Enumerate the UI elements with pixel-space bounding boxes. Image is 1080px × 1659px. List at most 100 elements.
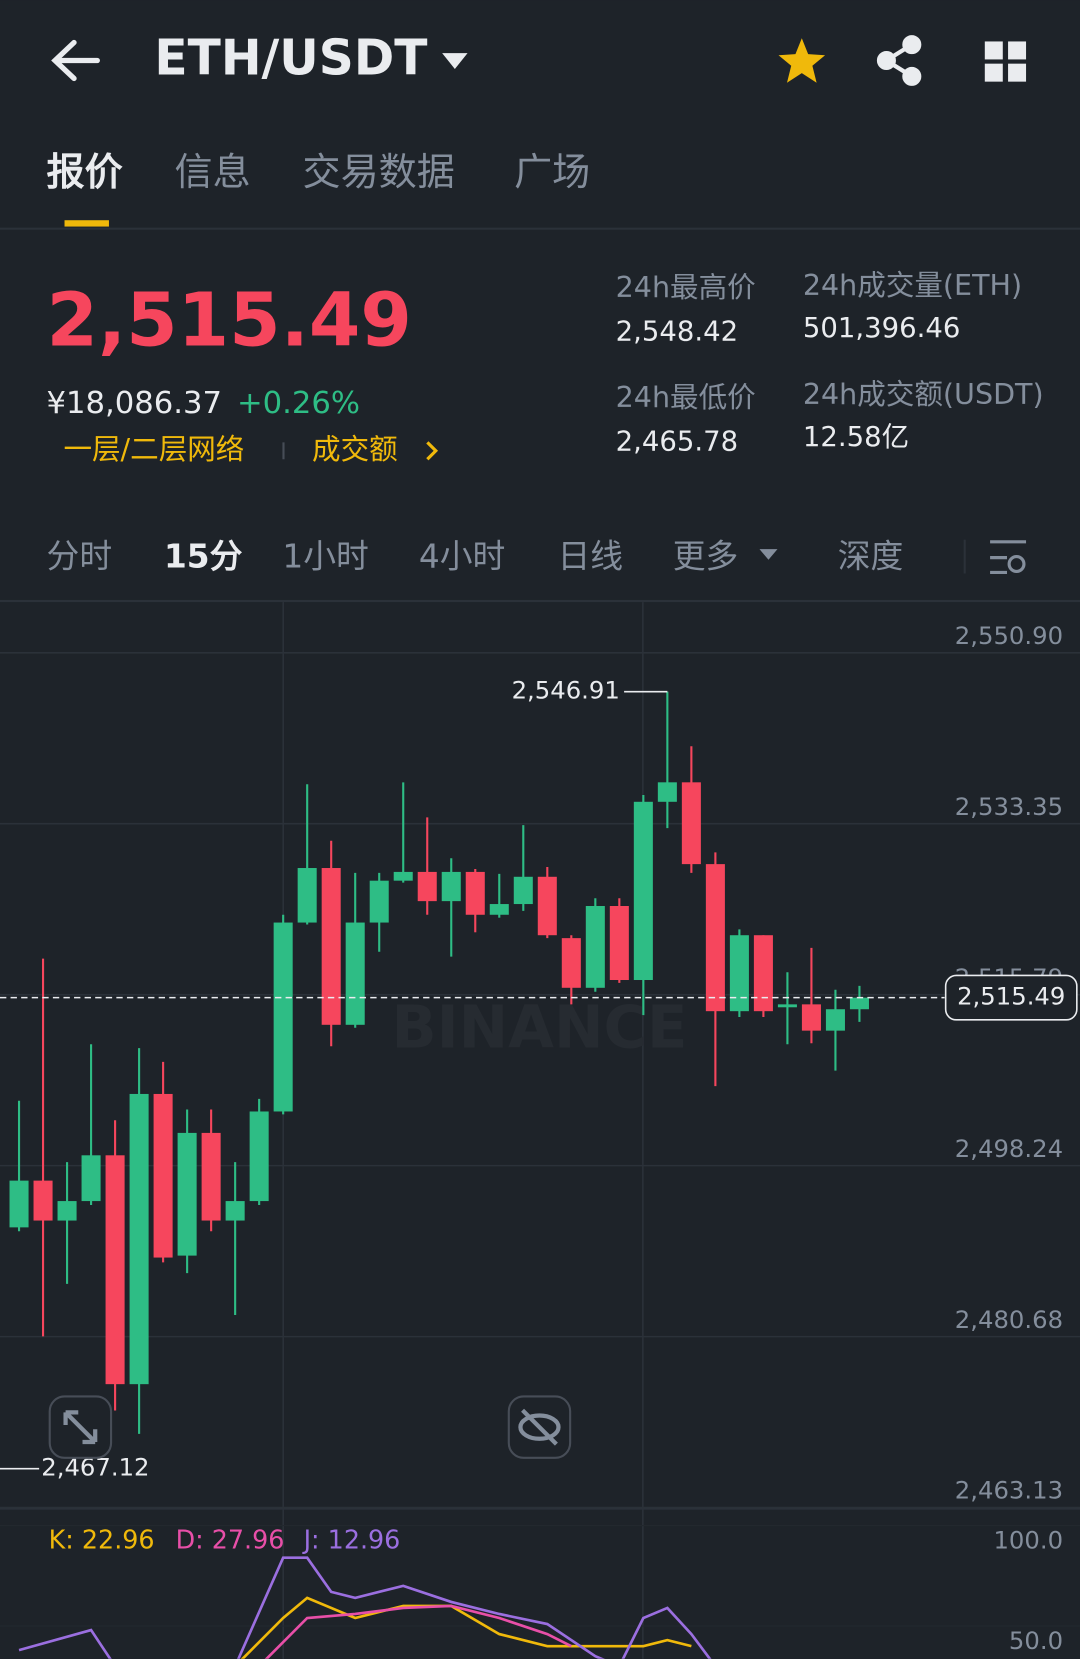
vertical-grid-line (282, 602, 285, 1659)
kdj-tick-label: 50.0 (1009, 1626, 1063, 1655)
candle-body (153, 1093, 173, 1258)
plot: 2,550.902,533.352,515.792,498.242,480.68… (0, 621, 1080, 1659)
last-price-box (944, 974, 1078, 1021)
kdj-line (18, 1556, 712, 1659)
interval-more[interactable]: 更多 (673, 538, 739, 576)
favorite-star[interactable] (778, 38, 826, 83)
candle-body (441, 871, 461, 902)
tab[interactable]: 广场 (514, 150, 590, 194)
stat-value: 501,396.46 (803, 312, 960, 344)
kdj-k: K: 22.96 (49, 1524, 155, 1554)
y-tick-label: 2,550.90 (955, 621, 1063, 650)
stat-label: 24h最低价 (616, 380, 756, 414)
chart-settings[interactable] (990, 540, 1027, 575)
price-change: +0.26% (237, 386, 360, 421)
chevron (426, 441, 439, 461)
candle-body (393, 871, 413, 881)
share-button[interactable] (876, 35, 922, 86)
candle-body (345, 922, 365, 1025)
candle-body (825, 1009, 845, 1031)
interval[interactable]: 日线 (557, 538, 623, 576)
candle-body (129, 1093, 149, 1385)
back-button[interactable] (51, 39, 100, 82)
depth-tab[interactable]: 深度 (838, 538, 904, 576)
tab-active[interactable]: 报价 (47, 150, 123, 194)
interval[interactable]: 1小时 (282, 538, 368, 576)
high-label: 2,546.91 (512, 676, 620, 705)
divider (0, 599, 1080, 603)
divider (0, 227, 1080, 230)
candle-body (33, 1180, 53, 1221)
candle-body (321, 868, 341, 1025)
kdj-tick-label: 100.0 (993, 1525, 1063, 1554)
tab[interactable]: 信息 (175, 150, 251, 194)
candle-body (609, 905, 629, 981)
network-link[interactable]: 一层/二层网络 (63, 432, 244, 466)
candle-body (465, 871, 485, 915)
stat-label: 24h成交量(ETH) (803, 268, 1022, 302)
interval-active[interactable]: 15分 (164, 538, 243, 576)
candle-body (633, 801, 653, 981)
stat-label: 24h成交额(USDT) (803, 377, 1044, 411)
separator (963, 539, 966, 574)
candle-body (297, 868, 317, 923)
y-tick-label: 2,498.24 (955, 1134, 1063, 1163)
candle-body (657, 782, 677, 802)
more-dropdown[interactable] (759, 549, 778, 560)
candle-body (585, 905, 605, 988)
candle-body (369, 880, 389, 923)
candle-body (801, 1004, 821, 1031)
interval[interactable]: 分时 (47, 538, 113, 576)
stat-value: 2,465.78 (616, 425, 738, 457)
candle-body (561, 938, 581, 988)
candle-body (705, 864, 725, 1012)
candle-body (753, 935, 773, 1012)
pair-dropdown[interactable] (442, 53, 468, 69)
candle-body (849, 997, 869, 1010)
candle-body (105, 1155, 125, 1385)
last-price: 2,515.49 (47, 277, 412, 363)
kdj-d: D: 27.96 (176, 1524, 285, 1554)
grid-menu[interactable] (984, 41, 1027, 82)
stat-value: 12.58亿 (803, 421, 909, 453)
kdj-lines (18, 1556, 712, 1659)
candle-body (57, 1201, 77, 1221)
candle-body (249, 1111, 269, 1202)
candle-body (225, 1201, 245, 1221)
interval[interactable]: 4小时 (419, 538, 505, 576)
candle-body (513, 876, 533, 905)
hide-button[interactable] (507, 1395, 572, 1459)
candle-body (537, 876, 557, 936)
candle-body (729, 935, 749, 1012)
watermark: BINANCE (391, 993, 687, 1062)
candle-body (81, 1155, 101, 1202)
y-tick-label: 2,463.13 (955, 1476, 1063, 1505)
separator (282, 442, 285, 460)
tab[interactable]: 交易数据 (303, 150, 455, 194)
candle-body (681, 782, 701, 865)
vertical-grid-line (642, 602, 644, 1659)
y-tick-label: 2,480.68 (955, 1305, 1063, 1334)
turnover-link[interactable]: 成交额 (312, 432, 398, 466)
y-tick-label: 2,533.35 (955, 792, 1063, 821)
fullscreen-button[interactable] (48, 1395, 113, 1459)
candle-body (273, 922, 293, 1112)
stat-label: 24h最高价 (616, 270, 756, 304)
candle-body (417, 871, 437, 902)
tab-indicator (64, 220, 109, 227)
candle-body (177, 1132, 197, 1256)
candle-body (201, 1132, 221, 1221)
kdj-line (264, 1604, 572, 1659)
candle-body (9, 1180, 29, 1228)
fiat-price: ¥18,086.37 (47, 386, 223, 421)
candle-body (777, 1004, 797, 1008)
kdj-j: J: 12.96 (302, 1524, 401, 1554)
pair-title[interactable]: ETH/USDT (154, 31, 427, 87)
candle-body (489, 904, 509, 915)
divider (0, 1507, 1080, 1510)
stat-value: 2,548.42 (616, 315, 738, 347)
last-price-label: 2,515.49 (957, 982, 1065, 1011)
